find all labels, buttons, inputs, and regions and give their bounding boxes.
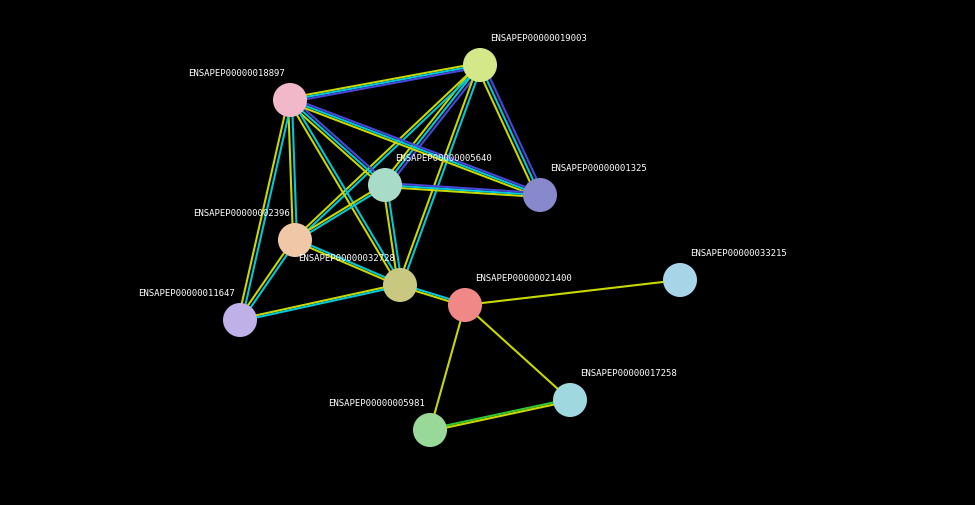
Text: ENSAPEP00000005981: ENSAPEP00000005981 bbox=[329, 399, 425, 408]
Point bbox=[377, 181, 393, 189]
Point bbox=[232, 316, 248, 324]
Point bbox=[288, 236, 303, 244]
Point bbox=[563, 396, 578, 404]
Point bbox=[282, 96, 297, 104]
Text: ENSAPEP00000017258: ENSAPEP00000017258 bbox=[580, 369, 677, 378]
Text: ENSAPEP00000021400: ENSAPEP00000021400 bbox=[475, 274, 571, 283]
Text: ENSAPEP00000011647: ENSAPEP00000011647 bbox=[138, 289, 235, 298]
Text: ENSAPEP00000032728: ENSAPEP00000032728 bbox=[298, 254, 395, 263]
Text: ENSAPEP00000005640: ENSAPEP00000005640 bbox=[395, 154, 491, 163]
Point bbox=[472, 61, 488, 69]
Point bbox=[457, 301, 473, 309]
Point bbox=[672, 276, 687, 284]
Point bbox=[392, 281, 408, 289]
Text: ENSAPEP00000001325: ENSAPEP00000001325 bbox=[550, 164, 646, 173]
Text: ENSAPEP00000002396: ENSAPEP00000002396 bbox=[193, 209, 290, 218]
Text: ENSAPEP00000018897: ENSAPEP00000018897 bbox=[188, 69, 285, 78]
Text: ENSAPEP00000019003: ENSAPEP00000019003 bbox=[490, 34, 587, 43]
Text: ENSAPEP00000033215: ENSAPEP00000033215 bbox=[690, 249, 787, 258]
Point bbox=[422, 426, 438, 434]
Point bbox=[532, 191, 548, 199]
